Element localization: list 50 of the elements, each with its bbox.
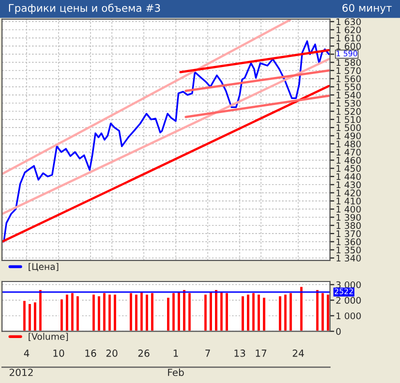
y-tick-label: 1 600	[336, 42, 361, 50]
y-tick-label: 1 340	[336, 254, 361, 262]
y-tick-label: 1 400	[336, 206, 361, 213]
x-tick-label: 16	[85, 350, 96, 357]
y-tick-label: 1 350	[336, 246, 361, 254]
y-tick-label: 1 560	[336, 75, 361, 82]
y-tick-label: 1 480	[336, 140, 361, 148]
x-tick-label: 20	[106, 350, 118, 357]
y-tick-label: 1 580	[336, 59, 361, 66]
x-tick-label: 1	[174, 350, 178, 357]
x2-tick-label: 2012	[10, 368, 33, 376]
y-tick-label: 1 430	[336, 181, 361, 188]
y-tick-label: 1 520	[336, 108, 361, 115]
y-tick-label: 3 000	[336, 281, 361, 288]
chart-title: Графики цены и объема #3	[9, 4, 160, 14]
y-tick-label: 1 380	[336, 222, 361, 229]
x-tick-label: 24	[292, 350, 304, 357]
y-tick-label: 1 490	[336, 132, 361, 140]
text: 60 минут	[342, 4, 392, 14]
y-tick-label: 1 450	[336, 165, 361, 172]
x-tick-label: 17	[256, 350, 266, 357]
y-tick-label: 1 000	[336, 312, 361, 320]
series-label: [Volume]	[28, 332, 68, 341]
y-tick-label: 1 630	[336, 18, 361, 26]
y-tick-label: 1 440	[336, 173, 361, 180]
x-tick-label: 26	[138, 350, 150, 357]
x2-tick-label: Feb	[168, 368, 184, 376]
y-tick-label: 1 530	[336, 100, 361, 107]
y-tick-label: 1 510	[336, 116, 361, 123]
y-tick-label: 1 420	[336, 190, 361, 196]
x-tick-label: 4	[24, 350, 30, 357]
y-tick-label: 1 570	[336, 67, 361, 74]
y-tick-label: 1 360	[336, 238, 361, 246]
legend-label: [Цена]	[28, 263, 58, 272]
y-tick-label: 0	[336, 328, 341, 335]
y-tick-label: 1 620	[336, 26, 361, 34]
line-series	[2, 40, 330, 243]
y-tick-label: 2 000	[336, 296, 361, 304]
y-tick-label: 1 470	[336, 148, 361, 156]
x-tick-label: 13	[234, 350, 246, 357]
y-tick-label: 1 390	[336, 214, 361, 221]
x-tick-label: 7	[205, 350, 210, 357]
y-tick-label: 1 500	[336, 124, 361, 132]
y-tick-label: 1 540	[336, 92, 361, 99]
y-tick-label: 1 370	[336, 230, 361, 238]
x-tick-label: 10	[53, 350, 64, 357]
y-tick-label: 1 610	[336, 34, 361, 42]
y-tick-label: 1 460	[336, 156, 361, 164]
y-tick-label: 1 410	[336, 198, 361, 204]
y-tick-label: 1 550	[336, 84, 361, 90]
